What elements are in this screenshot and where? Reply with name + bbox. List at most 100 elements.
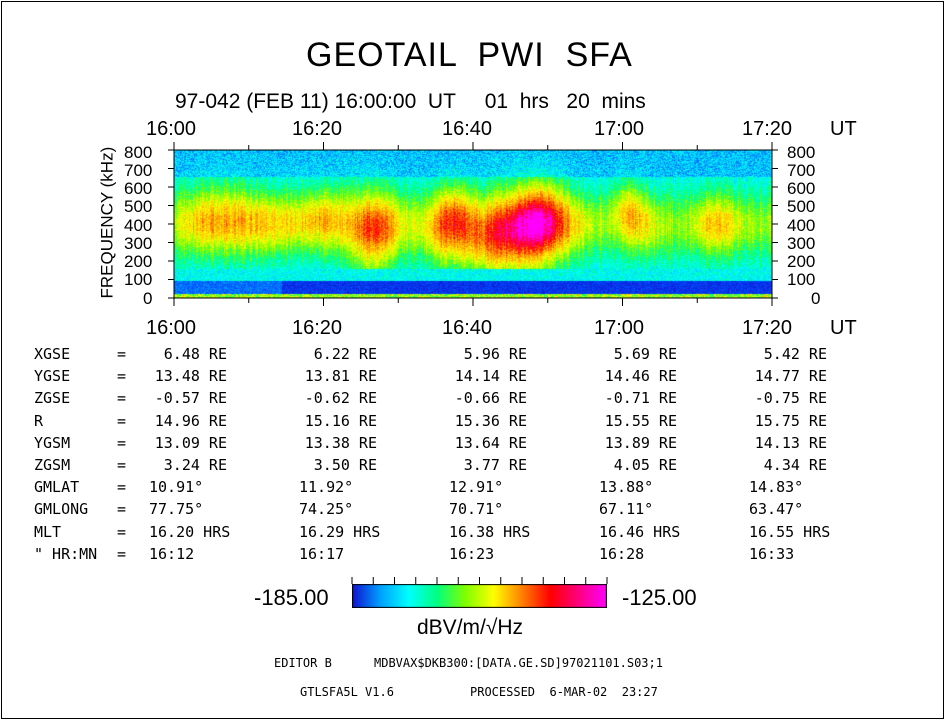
spectrogram-heatmap (174, 150, 772, 298)
ephemeris-value: 14.83° (749, 478, 804, 497)
ephemeris-value: 13.89 RE (604, 433, 677, 452)
y-tick-left-4: 400 (124, 216, 153, 235)
x-tick-bottom-4: 17:20 (742, 317, 793, 339)
y-tick-right-8: 0 (811, 289, 821, 308)
ephemeris-value: 15.36 RE (454, 411, 527, 430)
x-tick-bottom-0: 16:00 (146, 317, 197, 339)
colorbar-max-label: -125.00 (622, 585, 697, 610)
ephemeris-value: 67.11° (599, 500, 654, 519)
ephemeris-label: YGSE (34, 367, 71, 386)
x-unit-bottom: UT (830, 317, 857, 339)
ephemeris-value: 14.96 RE (154, 411, 227, 430)
ephemeris-value: -0.71 RE (604, 389, 677, 408)
y-tick-right-6: 200 (787, 252, 816, 271)
ephemeris-value: 14.77 RE (754, 367, 827, 386)
ephemeris-label: MLT (34, 522, 62, 541)
ephemeris-value: 3.24 RE (163, 456, 227, 474)
ephemeris-value: 13.48 RE (154, 367, 227, 386)
ephemeris-value: 16.38 HRS (449, 522, 531, 541)
x-unit-top: UT (830, 118, 857, 140)
ephemeris-value: 16.29 HRS (299, 522, 381, 541)
y-tick-left-2: 600 (124, 179, 153, 198)
chart-subtitle: 97-042 (FEB 11) 16:00:00 UT 01 hrs 20 mi… (175, 90, 646, 113)
y-tick-left-6: 200 (124, 252, 153, 271)
ephemeris-equals: = (117, 478, 127, 497)
y-tick-right-1: 700 (787, 161, 816, 180)
ephemeris-value: 13.64 RE (454, 433, 527, 452)
ephemeris-value: 16.55 HRS (749, 522, 831, 541)
ephemeris-value: 4.05 RE (613, 456, 677, 474)
ephemeris-label: R (34, 411, 44, 430)
y-tick-right-5: 300 (787, 234, 816, 253)
ephemeris-label: GMLAT (34, 478, 80, 497)
y-tick-right-0: 800 (787, 143, 816, 162)
footer-program: GTLSFA5L V1.6 (300, 685, 394, 699)
ephemeris-label: " HR:MN (34, 544, 98, 563)
x-tick-bottom-3: 17:00 (594, 317, 645, 339)
ephemeris-equals: = (117, 389, 127, 408)
ephemeris-value: 6.22 RE (313, 345, 377, 363)
ephemeris-equals: = (117, 345, 127, 363)
ephemeris-value: 4.34 RE (763, 456, 827, 474)
ephemeris-value: 13.81 RE (304, 367, 377, 386)
y-tick-left-0: 800 (124, 143, 153, 162)
ephemeris-value: 3.50 RE (313, 456, 377, 474)
ephemeris-value: 14.13 RE (754, 433, 827, 452)
x-tick-top-0: 16:00 (146, 118, 197, 140)
ephemeris-label: ZGSE (34, 389, 71, 408)
x-tick-top-4: 17:20 (742, 118, 793, 140)
y-tick-right-2: 600 (787, 179, 816, 198)
ephemeris-label: XGSE (34, 345, 71, 363)
y-tick-left-5: 300 (124, 234, 153, 253)
ephemeris-value: -0.75 RE (754, 389, 827, 408)
ephemeris-value: 13.09 RE (154, 433, 227, 452)
ephemeris-value: 16:33 (749, 544, 795, 563)
ephemeris-equals: = (117, 367, 127, 386)
ephemeris-value: 3.77 RE (463, 456, 527, 474)
ephemeris-value: 74.25° (299, 500, 354, 519)
chart-title: GEOTAIL PWI SFA (306, 36, 633, 74)
colorbar-unit: dBV/m/√Hz (417, 616, 524, 639)
ephemeris-value: 77.75° (149, 500, 204, 519)
x-tick-top-3: 17:00 (594, 118, 645, 140)
ephemeris-value: 5.69 RE (613, 345, 677, 363)
ephemeris-label: ZGSM (34, 456, 71, 474)
colorbar (352, 584, 607, 608)
y-tick-right-7: 100 (787, 270, 816, 289)
ephemeris-equals: = (117, 456, 127, 474)
ephemeris-value: -0.57 RE (154, 389, 227, 408)
footer-path: MDBVAX$DKB300:[DATA.GE.SD]97021101.S03;1 (374, 656, 663, 670)
colorbar-min-label: -185.00 (254, 585, 329, 610)
y-tick-left-3: 500 (124, 197, 153, 216)
x-tick-top-1: 16:20 (292, 118, 343, 140)
ephemeris-value: 13.88° (599, 478, 654, 497)
x-tick-bottom-1: 16:20 (292, 317, 343, 339)
ephemeris-equals: = (117, 500, 127, 519)
footer-editor: EDITOR B (274, 656, 332, 670)
y-tick-left-8: 0 (143, 289, 153, 308)
ephemeris-label: GMLONG (34, 500, 89, 519)
ephemeris-value: 5.42 RE (763, 345, 827, 363)
ephemeris-value: 16.20 HRS (149, 522, 231, 541)
y-tick-left-7: 100 (124, 270, 153, 289)
ephemeris-value: -0.66 RE (454, 389, 527, 408)
y-tick-left-1: 700 (124, 161, 153, 180)
ephemeris-value: 5.96 RE (463, 345, 527, 363)
ephemeris-value: 16.46 HRS (599, 522, 681, 541)
ephemeris-value: 16:28 (599, 544, 645, 563)
ephemeris-value: 13.38 RE (304, 433, 377, 452)
ephemeris-value: -0.62 RE (304, 389, 377, 408)
ephemeris-value: 15.16 RE (304, 411, 377, 430)
ephemeris-value: 15.55 RE (604, 411, 677, 430)
ephemeris-equals: = (117, 522, 127, 541)
ephemeris-label: YGSM (34, 433, 71, 452)
footer-processed: PROCESSED 6-MAR-02 23:27 (470, 685, 658, 699)
ephemeris-equals: = (117, 411, 127, 430)
ephemeris-value: 16:12 (149, 544, 195, 563)
y-tick-right-4: 400 (787, 216, 816, 235)
ephemeris-value: 6.48 RE (163, 345, 227, 363)
ephemeris-value: 14.14 RE (454, 367, 527, 386)
ephemeris-value: 15.75 RE (754, 411, 827, 430)
